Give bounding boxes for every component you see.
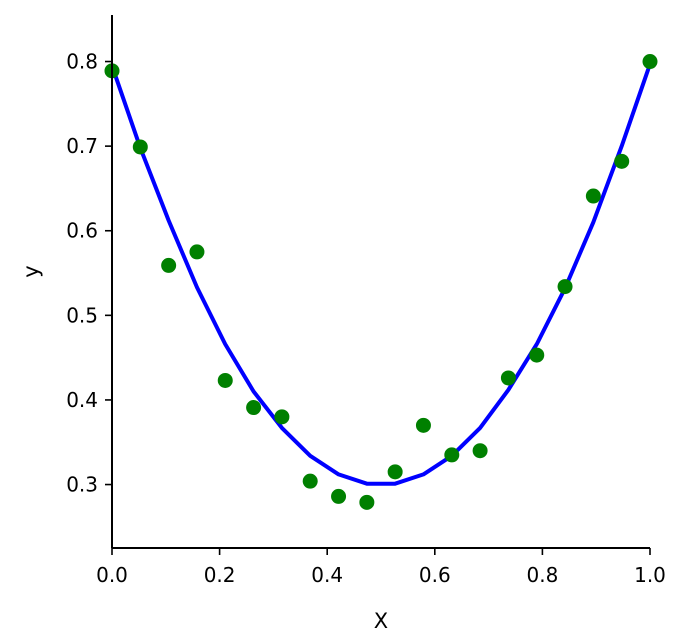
data-point — [444, 447, 460, 463]
y-tick-label: 0.3 — [66, 473, 98, 497]
x-tick-label: 0.0 — [96, 563, 128, 587]
y-tick-label: 0.7 — [66, 134, 98, 158]
data-point — [359, 494, 375, 510]
x-tick-label: 0.6 — [419, 563, 451, 587]
data-point — [161, 257, 177, 273]
data-point — [500, 370, 516, 386]
x-tick-label: 0.2 — [204, 563, 236, 587]
y-tick-label: 0.4 — [66, 388, 98, 412]
data-point — [132, 139, 148, 155]
data-point — [642, 54, 658, 70]
x-axis-label: X — [374, 609, 388, 633]
x-tick-label: 0.8 — [526, 563, 558, 587]
data-point — [585, 188, 601, 204]
data-point — [331, 488, 347, 504]
data-point — [217, 372, 233, 388]
x-tick-label: 0.4 — [311, 563, 343, 587]
data-point — [557, 279, 573, 295]
data-point — [415, 417, 431, 433]
data-point — [614, 153, 630, 169]
data-point — [302, 473, 318, 489]
data-point — [189, 244, 205, 260]
data-point — [529, 347, 545, 363]
data-point — [274, 409, 290, 425]
fit-line — [110, 63, 652, 486]
ticks: 0.0 0.2 0.4 0.6 0.8 1.0 0.3 0.4 0.5 0.6 0.7 0.8 — [66, 50, 666, 587]
y-tick-label: 0.6 — [66, 219, 98, 243]
y-tick-label: 0.8 — [66, 50, 98, 74]
data-point — [472, 443, 488, 459]
y-tick-label: 0.5 — [66, 303, 98, 327]
axes — [111, 15, 650, 549]
x-tick-label: 1.0 — [634, 563, 666, 587]
plot-marks — [104, 54, 658, 510]
data-point — [246, 400, 262, 416]
data-point — [387, 464, 403, 480]
y-axis-label: y — [19, 265, 43, 277]
